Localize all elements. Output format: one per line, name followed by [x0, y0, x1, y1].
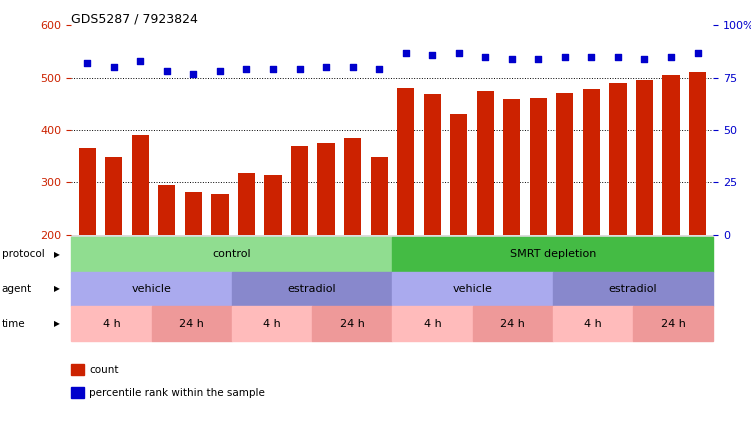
Point [638, 55, 650, 62]
Bar [636, 80, 653, 339]
Point [532, 55, 544, 62]
Bar [238, 173, 255, 339]
Point [426, 51, 438, 58]
Point [240, 66, 252, 73]
Bar [503, 99, 520, 339]
Point [612, 53, 624, 60]
Point [161, 68, 173, 75]
Point [134, 58, 146, 64]
Bar [105, 157, 122, 339]
Bar [556, 93, 574, 339]
Text: 4 h: 4 h [103, 319, 120, 329]
Point [585, 53, 597, 60]
Bar [609, 83, 626, 339]
Bar [689, 72, 706, 339]
Point [373, 66, 385, 73]
Point [505, 55, 517, 62]
Point [665, 53, 677, 60]
Point [320, 64, 332, 71]
Point [453, 49, 465, 56]
Text: SMRT depletion: SMRT depletion [510, 249, 596, 259]
Bar [397, 88, 415, 339]
Text: protocol: protocol [2, 249, 44, 259]
Bar [370, 157, 388, 339]
Point [479, 53, 491, 60]
Bar [662, 75, 680, 339]
Text: ▶: ▶ [54, 250, 60, 259]
Text: 4 h: 4 h [584, 319, 602, 329]
Point [267, 66, 279, 73]
Text: 24 h: 24 h [179, 319, 204, 329]
Point [400, 49, 412, 56]
Point [347, 64, 359, 71]
Text: estradiol: estradiol [288, 284, 336, 294]
Point [214, 68, 226, 75]
Text: time: time [2, 319, 25, 329]
Text: ▶: ▶ [54, 319, 60, 328]
Text: 24 h: 24 h [500, 319, 525, 329]
Text: count: count [89, 365, 119, 375]
Point [108, 64, 120, 71]
Bar [477, 91, 494, 339]
Text: vehicle: vehicle [131, 284, 171, 294]
Text: 4 h: 4 h [263, 319, 281, 329]
Bar [450, 114, 467, 339]
Bar [211, 194, 228, 339]
Text: 24 h: 24 h [340, 319, 365, 329]
Text: percentile rank within the sample: percentile rank within the sample [89, 388, 265, 398]
Bar [264, 175, 282, 339]
Text: 4 h: 4 h [424, 319, 442, 329]
Bar [79, 148, 96, 339]
Text: GDS5287 / 7923824: GDS5287 / 7923824 [71, 13, 198, 26]
Text: ▶: ▶ [54, 284, 60, 294]
Bar [583, 89, 600, 339]
Bar [424, 94, 441, 339]
Bar [185, 192, 202, 339]
Text: estradiol: estradiol [609, 284, 657, 294]
Point [692, 49, 704, 56]
Point [81, 60, 93, 66]
Text: agent: agent [2, 284, 32, 294]
Bar [344, 138, 361, 339]
Bar [291, 146, 308, 339]
Bar [318, 143, 335, 339]
Bar [158, 185, 176, 339]
Point [294, 66, 306, 73]
Text: control: control [213, 249, 251, 259]
Text: vehicle: vehicle [453, 284, 493, 294]
Bar [529, 98, 547, 339]
Bar [131, 135, 149, 339]
Point [559, 53, 571, 60]
Point [188, 70, 200, 77]
Text: 24 h: 24 h [661, 319, 686, 329]
